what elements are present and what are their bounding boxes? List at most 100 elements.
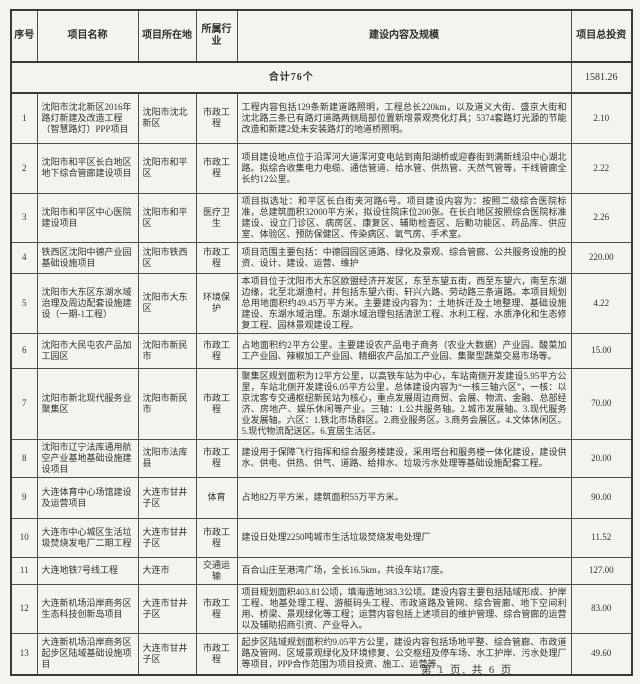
cell-project-name: 沈阳市辽宁法库通用航空产业基地基础设施建设项目 [36,438,139,478]
cell-investment: 2.26 [570,192,633,243]
cell-investment: 127.00 [570,556,633,585]
cell-location: 大连市 [137,556,197,585]
cell-location: 大连市甘井子区 [137,583,197,634]
total-label: 合计76个 [10,61,572,94]
cell-project-name: 大连地铁7号线工程 [36,556,139,585]
project-row-8: 8 沈阳市辽宁法库通用航空产业基地基础设施建设项目 沈阳市法库县 市政工程 建设… [10,438,633,478]
cell-content: 本项目位于沈阳市大东区欧盟经济开发区，东至东望五街，西至东望六，南至东湖边缘，北… [236,272,572,334]
cell-investment: 11.52 [570,517,633,558]
project-row-3: 3 沈阳市和平区中心医院建设项目 沈阳市和平区 医疗卫生 项目拟选址：和平区长白… [10,192,633,243]
cell-project-name: 沈阳市新北现代服务业聚集区 [36,367,139,440]
cell-project-name: 大连新机场沿岸商务区起步区陆域基础设施项目 [36,632,139,676]
header-location: 项目所在地 [137,9,197,63]
cell-investment: 49.60 [570,632,633,676]
cell-index: 10 [10,517,38,558]
project-row-10: 10 大连市中心城区生活垃圾焚烧发电厂二期工程 大连市甘井子区 市政工程 建设日… [10,517,633,558]
cell-industry: 市政工程 [195,583,238,634]
cell-investment: 83.00 [570,583,633,634]
cell-location: 沈阳市和平区 [137,142,197,194]
project-row-9: 9 大连体育中心场馆建设及运营项目 大连市甘井子区 体育 占地82万平方米，建筑… [10,476,633,519]
page-number: 第 1 页, 共 6 页 [421,665,514,676]
cell-content: 建设用于保障飞行指挥和综合服务楼建设，采用塔台和服务楼一体化建设，建设供水、供电… [236,438,572,478]
cell-content: 项目规划面积403.81公顷，填海造地383.3公顷。建设内容主要包括陆域形成、… [236,583,572,634]
cell-content: 起步区陆域规划面积约9.05平方公里，建设内容包括场地平整、综合管廊、市政道路及… [236,632,572,676]
project-row-1: 1 沈阳市沈北新区2016年路灯新建及改造工程（智慧路灯）PPP项目 沈阳市沈北… [10,92,633,144]
cell-index: 8 [10,438,38,478]
cell-index: 12 [10,583,38,634]
header-investment: 项目总投资 [570,9,633,63]
cell-location: 沈阳市铁西区 [137,241,197,274]
cell-index: 9 [10,476,38,519]
cell-project-name: 大连新机场沿岸商务区生态科技创新岛项目 [36,583,139,634]
cell-industry: 市政工程 [195,367,238,440]
cell-index: 5 [10,272,38,334]
cell-location: 沈阳市法库县 [137,438,197,478]
cell-index: 2 [10,142,38,194]
cell-index: 6 [10,332,38,369]
cell-investment: 220.00 [570,241,633,274]
header-content: 建设内容及规模 [236,9,572,63]
cell-industry: 市政工程 [195,92,238,144]
project-row-12: 12 大连新机场沿岸商务区生态科技创新岛项目 大连市甘井子区 市政工程 项目规划… [10,583,633,634]
cell-industry: 环境保护 [195,272,238,334]
cell-content: 占地面积约2平方公里。主要建设农产品电子商务（农业大数据）产业园、酸菜加工产业园… [236,332,572,369]
cell-content: 聚集区规划面积为12平方公里，以高铁车站为中心，车站南侧开发建设5.95平方公里… [236,367,572,440]
total-investment: 1581.26 [570,61,633,94]
cell-industry: 市政工程 [195,332,238,369]
cell-location: 沈阳市新民市 [137,367,197,440]
cell-location: 沈阳市和平区 [137,192,197,243]
project-row-2: 2 沈阳市和平区长白地区地下综合管廊建设项目 沈阳市和平区 市政工程 项目建设地… [10,142,633,194]
cell-project-name: 沈阳市沈北新区2016年路灯新建及改造工程（智慧路灯）PPP项目 [36,92,139,144]
cell-investment: 70.00 [570,367,633,440]
cell-industry: 市政工程 [195,241,238,274]
header-project-name: 项目名称 [36,9,139,63]
cell-industry: 市政工程 [195,142,238,194]
cell-content: 占地82万平方米，建筑面积55万平方米。 [236,476,572,519]
cell-index: 13 [10,632,38,676]
ppp-project-table: 序号 项目名称 项目所在地 所属行业 建设内容及规模 项目总投资 合计76个 1… [10,9,633,676]
cell-investment: 90.00 [570,476,633,519]
cell-industry: 交通运输 [195,556,238,585]
cell-content: 项目范围主要包括：中德园园区道路、绿化及景观、综合管廊、公共服务设施的投资、设计… [236,241,572,274]
cell-project-name: 沈阳市大民屯农产品加工园区 [36,332,139,369]
cell-index: 4 [10,241,38,274]
cell-content: 项目拟选址：和平区长白街夹河路6号。项目建设内容为：按照二级综合医院标准，总建筑… [236,192,572,243]
cell-project-name: 沈阳市和平区长白地区地下综合管廊建设项目 [36,142,139,194]
cell-location: 沈阳市沈北新区 [137,92,197,144]
cell-content: 建设日处理2250吨城市生活垃圾焚烧发电处理厂 [236,517,572,558]
cell-location: 大连市甘井子区 [137,517,197,558]
cell-industry: 体育 [195,476,238,519]
project-row-4: 4 铁西区沈阳中德产业园基础设施项目 沈阳市铁西区 市政工程 项目范围主要包括：… [10,241,633,274]
cell-investment: 20.00 [570,438,633,478]
cell-investment: 2.10 [570,92,633,144]
cell-index: 3 [10,192,38,243]
project-row-7: 7 沈阳市新北现代服务业聚集区 沈阳市新民市 市政工程 聚集区规划面积为12平方… [10,367,633,440]
total-row: 合计76个 1581.26 [10,61,633,94]
cell-investment: 15.00 [570,332,633,369]
header-index: 序号 [10,9,38,63]
cell-project-name: 大连体育中心场馆建设及运营项目 [36,476,139,519]
cell-project-name: 铁西区沈阳中德产业园基础设施项目 [36,241,139,274]
cell-location: 大连市甘井子区 [137,632,197,676]
cell-index: 11 [10,556,38,585]
cell-index: 7 [10,367,38,440]
project-row-5: 5 沈阳市大东区东湖水域治理及周边配套设施建设（一期-1工程） 沈阳市大东区 环… [10,272,633,334]
project-row-6: 6 沈阳市大民屯农产品加工园区 沈阳市新民市 市政工程 占地面积约2平方公里。主… [10,332,633,369]
cell-location: 大连市甘井子区 [137,476,197,519]
cell-content: 工程内容包括129条新建道路照明，工程总长220km，以及道义大街、盛京大街和沈… [236,92,572,144]
cell-content: 百合山庄至港湾广场，全长16.5km，共设车站17座。 [236,556,572,585]
project-row-11: 11 大连地铁7号线工程 大连市 交通运输 百合山庄至港湾广场，全长16.5km… [10,556,633,585]
cell-industry: 市政工程 [195,438,238,478]
cell-investment: 4.22 [570,272,633,334]
cell-industry: 市政工程 [195,632,238,676]
header-industry: 所属行业 [195,9,238,63]
cell-industry: 医疗卫生 [195,192,238,243]
cell-content: 项目建设地点位于沿浑河大道浑河变电站到南阳湖桥或迎春街到满新线沿中心湖北路。拟综… [236,142,572,194]
cell-industry: 市政工程 [195,517,238,558]
table-header-row: 序号 项目名称 项目所在地 所属行业 建设内容及规模 项目总投资 [10,9,633,63]
cell-project-name: 大连市中心城区生活垃圾焚烧发电厂二期工程 [36,517,139,558]
cell-location: 沈阳市大东区 [137,272,197,334]
cell-project-name: 沈阳市大东区东湖水域治理及周边配套设施建设（一期-1工程） [36,272,139,334]
cell-index: 1 [10,92,38,144]
